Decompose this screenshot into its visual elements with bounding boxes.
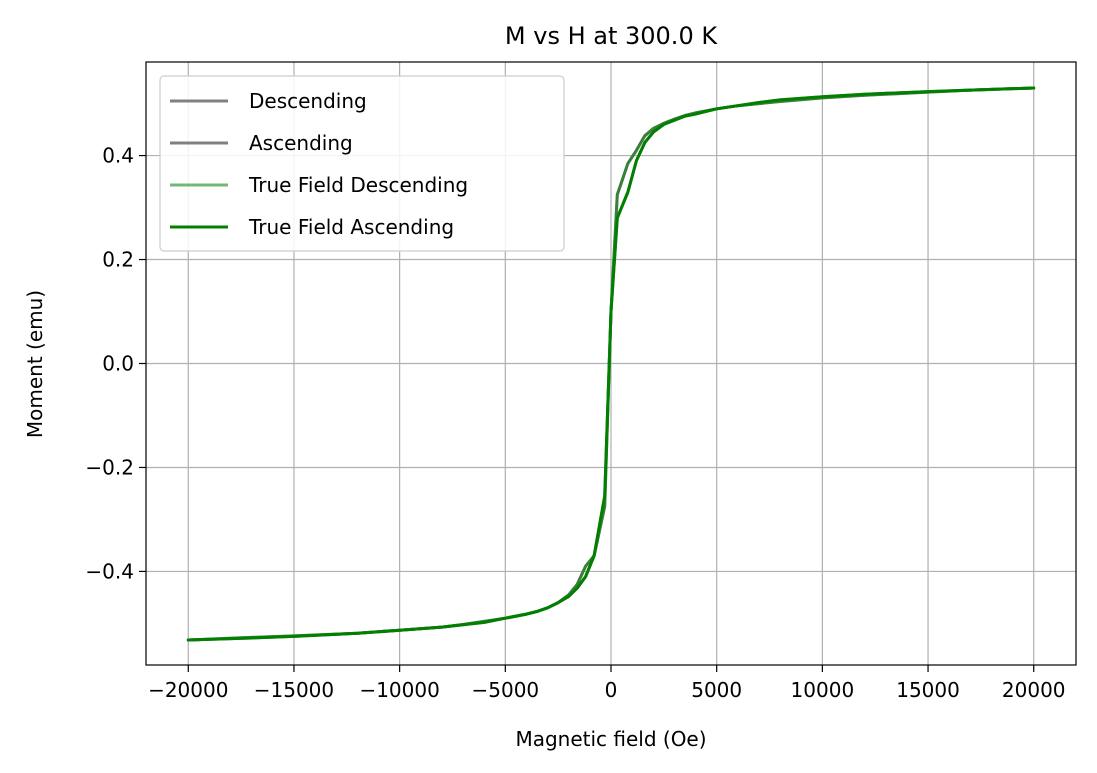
x-tick-label: −5000 [471, 678, 539, 702]
x-tick-label: 20000 [1002, 678, 1066, 702]
grid [146, 62, 1076, 665]
x-tick-label: −10000 [359, 678, 439, 702]
chart-title: M vs H at 300.0 K [505, 22, 718, 50]
legend-box [159, 75, 565, 252]
x-tick-label: 5000 [691, 678, 742, 702]
y-tick-label: −0.4 [85, 559, 134, 583]
legend: Descending Ascending True Field Descending… [159, 75, 565, 252]
legend-entries: Descending Ascending True Field Descending… [170, 89, 468, 239]
series-layer [186, 86, 1036, 642]
x-axis-label: Magnetic field (Oe) [515, 727, 706, 751]
series-line-true-field-ascending [186, 86, 1036, 642]
y-tick-label: −0.2 [85, 455, 134, 479]
x-axis-ticks: −20000 −15000 −10000 −5000 0 5000 10000 15000 20… [148, 665, 1066, 702]
legend-label: Descending [249, 89, 367, 113]
legend-label: Ascending [249, 131, 353, 155]
y-tick-label: 0.0 [102, 352, 134, 376]
y-axis-ticks: −0.4 −0.2 0.0 0.2 0.4 [85, 144, 146, 583]
x-tick-label: 0 [605, 678, 618, 702]
x-tick-label: −15000 [254, 678, 334, 702]
y-axis-label: Moment (emu) [23, 290, 47, 438]
x-tick-label: 10000 [791, 678, 855, 702]
y-tick-label: 0.2 [102, 248, 134, 272]
x-tick-label: 15000 [896, 678, 960, 702]
y-tick-label: 0.4 [102, 144, 134, 168]
legend-label: True Field Ascending [248, 215, 454, 239]
x-tick-label: −20000 [148, 678, 228, 702]
legend-label: True Field Descending [248, 173, 468, 197]
